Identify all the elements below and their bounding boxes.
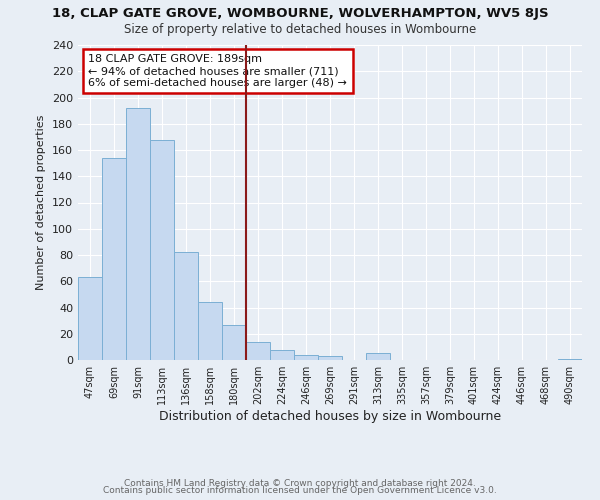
Bar bbox=[558, 358, 582, 360]
Y-axis label: Number of detached properties: Number of detached properties bbox=[37, 115, 46, 290]
Text: Contains public sector information licensed under the Open Government Licence v3: Contains public sector information licen… bbox=[103, 486, 497, 495]
Bar bbox=[174, 252, 198, 360]
Bar bbox=[246, 342, 270, 360]
Text: Size of property relative to detached houses in Wombourne: Size of property relative to detached ho… bbox=[124, 22, 476, 36]
Bar bbox=[78, 278, 102, 360]
Bar bbox=[294, 355, 318, 360]
X-axis label: Distribution of detached houses by size in Wombourne: Distribution of detached houses by size … bbox=[159, 410, 501, 423]
Bar bbox=[366, 354, 390, 360]
Bar bbox=[270, 350, 294, 360]
Bar bbox=[198, 302, 222, 360]
Bar bbox=[102, 158, 126, 360]
Bar bbox=[222, 324, 246, 360]
Text: Contains HM Land Registry data © Crown copyright and database right 2024.: Contains HM Land Registry data © Crown c… bbox=[124, 478, 476, 488]
Bar bbox=[150, 140, 174, 360]
Bar bbox=[318, 356, 342, 360]
Text: 18, CLAP GATE GROVE, WOMBOURNE, WOLVERHAMPTON, WV5 8JS: 18, CLAP GATE GROVE, WOMBOURNE, WOLVERHA… bbox=[52, 8, 548, 20]
Text: 18 CLAP GATE GROVE: 189sqm
← 94% of detached houses are smaller (711)
6% of semi: 18 CLAP GATE GROVE: 189sqm ← 94% of deta… bbox=[88, 54, 347, 88]
Bar bbox=[126, 108, 150, 360]
